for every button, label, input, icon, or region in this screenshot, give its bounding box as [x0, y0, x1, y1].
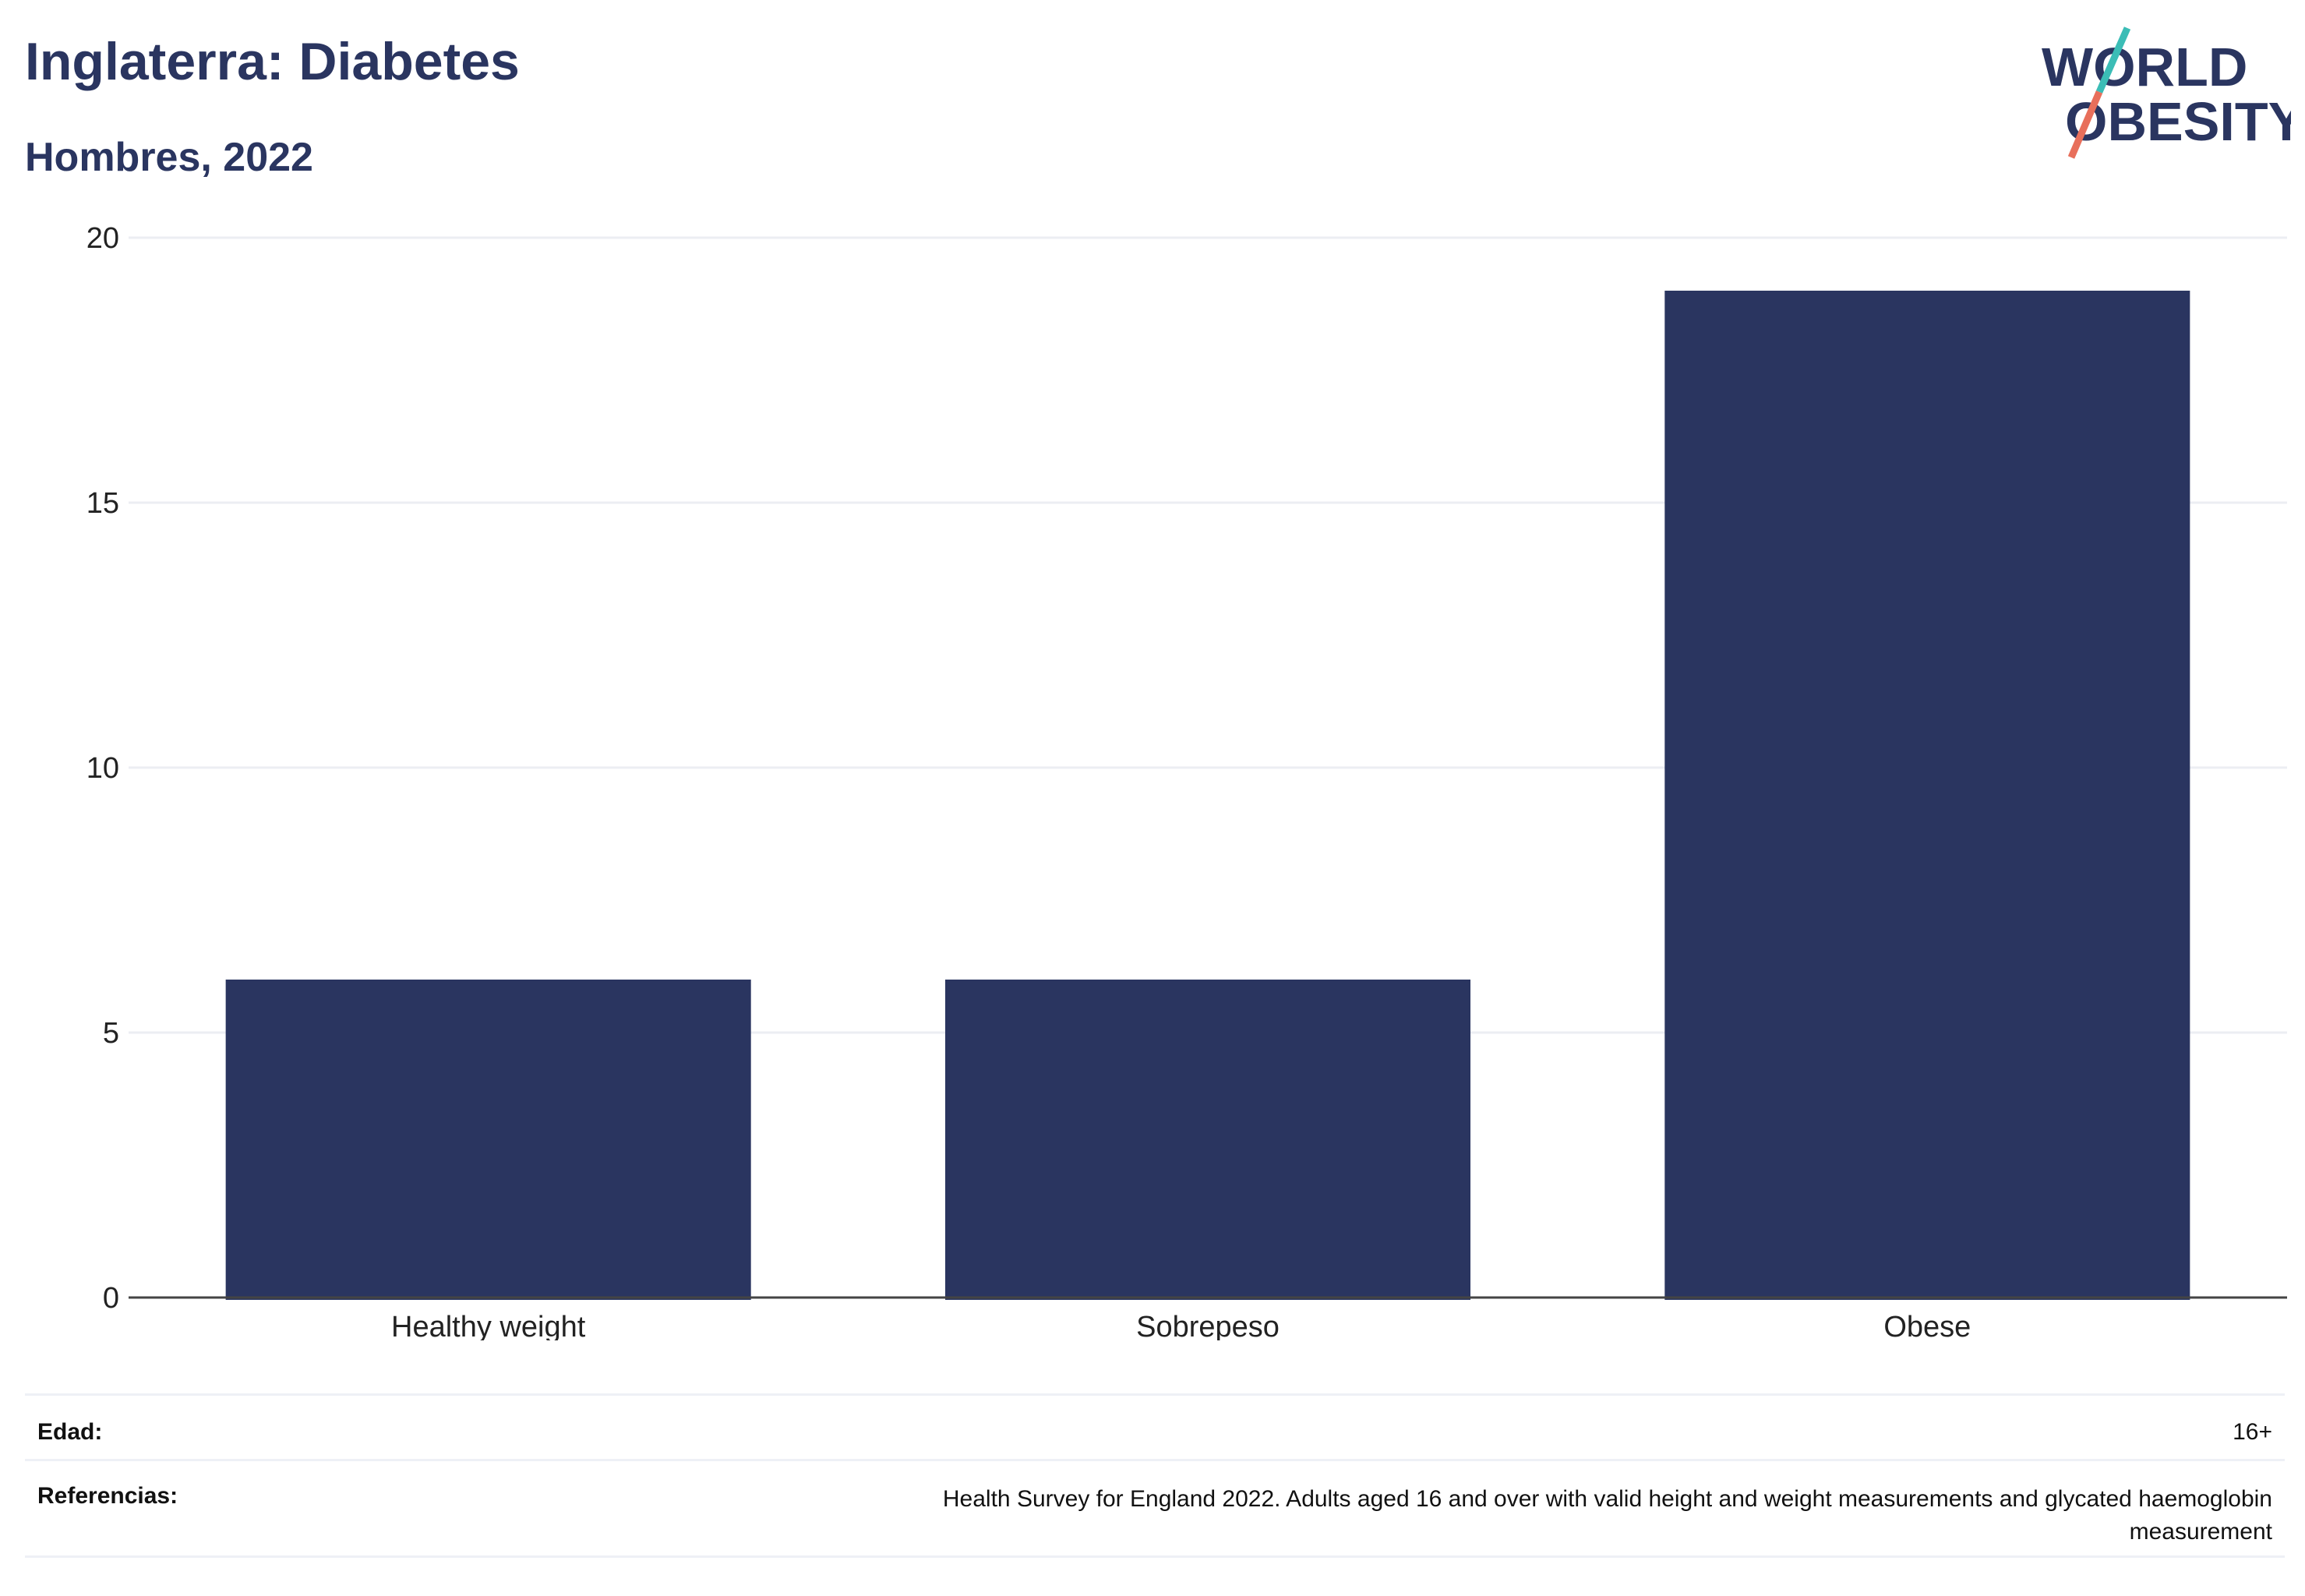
- bar-sobrepeso: [944, 980, 1471, 1300]
- references-value: Health Survey for England 2022. Adults a…: [943, 1483, 2272, 1548]
- age-value: 16+: [2233, 1419, 2272, 1445]
- age-label: Edad:: [37, 1419, 103, 1445]
- y-tick-label-15: 15: [86, 487, 119, 520]
- y-tick-label-5: 5: [103, 1017, 119, 1050]
- references-label: Referencias:: [37, 1483, 178, 1509]
- x-tick-label-obese: Obese: [1883, 1311, 1971, 1340]
- age-row: Edad: 16+: [25, 1393, 2285, 1461]
- footer-bottom-rule: [25, 1555, 2285, 1558]
- y-tick-label-0: 0: [103, 1282, 119, 1315]
- y-axis-ticks: 0 5 10 15 20: [86, 222, 119, 1315]
- y-tick-label-10: 10: [86, 752, 119, 785]
- bar-healthy-weight: [225, 980, 751, 1300]
- bars: [225, 291, 2190, 1300]
- references-row: Referencias: Health Survey for England 2…: [25, 1459, 2285, 1558]
- references-line-2: measurement: [2129, 1519, 2272, 1545]
- references-line-1: Health Survey for England 2022. Adults a…: [942, 1486, 2272, 1512]
- x-tick-label-healthy-weight: Healthy weight: [391, 1311, 586, 1340]
- page-title: Inglaterra: Diabetes: [25, 32, 520, 91]
- x-axis-ticks: Healthy weight Sobrepeso Obese: [391, 1311, 1971, 1340]
- logo-line-obesity: OBESITY: [2065, 91, 2291, 152]
- bar-chart: 0 5 10 15 20 Healthy weight Sobrepeso Obese: [86, 222, 2287, 1340]
- y-tick-label-20: 20: [86, 222, 119, 255]
- page-subtitle: Hombres, 2022: [25, 135, 313, 180]
- logo-slash-top: [2095, 26, 2131, 94]
- bar-obese: [1664, 291, 2190, 1300]
- footer-metadata: Edad: 16+ Referencias: Health Survey for…: [25, 1393, 2285, 1573]
- world-obesity-logo: WORLD OBESITY: [2042, 26, 2291, 159]
- x-tick-label-sobrepeso: Sobrepeso: [1136, 1311, 1280, 1340]
- logo-line-world: WORLD: [2042, 37, 2247, 97]
- logo-slash-bottom: [2067, 90, 2103, 159]
